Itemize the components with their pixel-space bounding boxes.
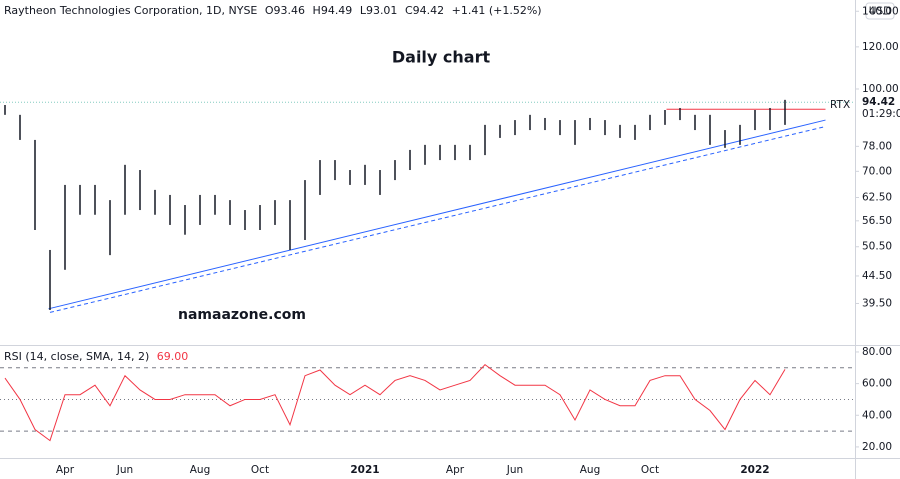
change: +1.41 (+1.52%): [452, 4, 542, 17]
y-tick-label: 39.50: [862, 297, 892, 309]
y-tick-label: 56.50: [862, 215, 892, 227]
watermark: namaazone.com: [178, 307, 306, 323]
high: H94.49: [313, 4, 353, 17]
y-tick-label: 44.50: [862, 270, 892, 282]
rsi-name: RSI (14, close, SMA, 14, 2): [4, 350, 149, 363]
chart-title: Daily chart: [392, 48, 491, 67]
close: C94.42: [405, 4, 444, 17]
y-tick-label: 80.00: [862, 346, 892, 358]
rsi-line: [4, 363, 786, 442]
x-tick-label: Oct: [641, 464, 659, 476]
open: O93.46: [265, 4, 305, 17]
rsi-header: RSI (14, close, SMA, 14, 2) 69.00: [4, 350, 188, 363]
symbol-name: Raytheon Technologies Corporation, 1D, N…: [4, 4, 257, 17]
last-price: 94.42: [862, 96, 895, 108]
y-tick-label: 50.50: [862, 241, 892, 253]
y-tick-label: 20.00: [862, 441, 892, 453]
x-tick-label: Jun: [506, 464, 523, 476]
symbol-label: RTX: [830, 99, 850, 111]
x-tick-label: Oct: [251, 464, 269, 476]
x-tick-label: Aug: [190, 464, 211, 476]
x-tick-label: Apr: [446, 464, 465, 476]
y-tick-label: 62.50: [862, 192, 892, 204]
y-tick-label: 140.00: [862, 5, 899, 17]
countdown: 01:29:06: [862, 108, 900, 120]
header: Raytheon Technologies Corporation, 1D, N…: [4, 4, 542, 17]
y-tick-label: 60.00: [862, 378, 892, 390]
y-tick-label: 70.00: [862, 165, 892, 177]
y-tick-label: 100.00: [862, 83, 899, 95]
y-tick-label: 40.00: [862, 409, 892, 421]
x-tick-label: 2022: [740, 464, 769, 476]
x-tick-label: Jun: [116, 464, 133, 476]
trendline: [48, 119, 826, 310]
y-tick-label: 78.00: [862, 140, 892, 152]
currency[interactable]: USD: [869, 6, 891, 18]
x-tick-label: Aug: [580, 464, 601, 476]
x-tick-label: 2021: [350, 464, 379, 476]
y-tick-label: 120.00: [862, 41, 899, 53]
x-tick-label: Apr: [56, 464, 75, 476]
rsi-last: 69.00: [157, 350, 189, 363]
currency-box[interactable]: [865, 2, 895, 20]
low: L93.01: [360, 4, 398, 17]
